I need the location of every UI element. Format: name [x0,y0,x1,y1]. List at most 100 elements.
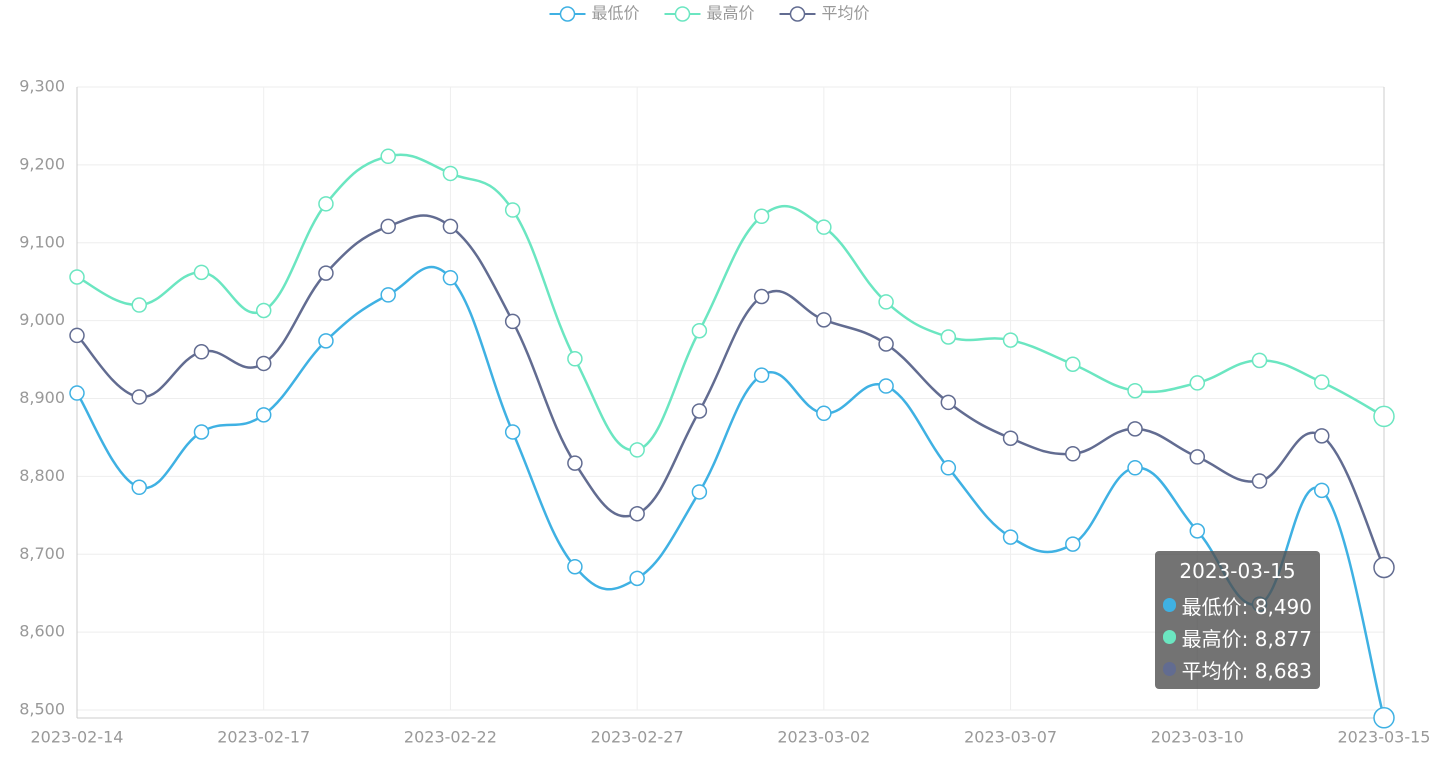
point [131,297,147,313]
point [442,218,459,235]
point [380,148,396,165]
legend-symbol [559,6,576,22]
point [629,570,645,587]
y-tick-label: 8,800 [19,466,65,485]
point [255,302,272,319]
y-tick-label: 9,200 [19,154,65,173]
point [131,389,147,405]
point [255,355,272,372]
y-tick-label: 9,100 [19,232,65,251]
legend-symbol [674,6,691,22]
point [318,196,334,212]
point [318,333,334,349]
point [380,287,396,303]
point [878,294,894,310]
point [504,424,521,440]
point [753,367,770,383]
point [255,407,272,423]
point [691,484,708,500]
tooltip-marker [1163,598,1176,612]
point [131,479,147,496]
point [753,208,770,225]
x-tick-label: 2023-02-27 [591,728,684,747]
tooltip-item: 最低价: 8,490 [1181,594,1312,619]
point [816,405,832,422]
point [567,455,583,471]
point [1314,428,1330,444]
x-tick-label: 2023-03-15 [1338,728,1431,747]
point [193,264,210,281]
point [504,202,521,218]
tooltip: 2023-03-15 最低价: 8,490 最高价: 8,877 平均价: 8,68… [1155,551,1320,689]
y-tick-label: 8,500 [19,700,65,719]
y-tick-label: 9,300 [19,77,65,96]
tooltip-row: 最低价: 8,490 [1163,589,1312,621]
point [1002,529,1019,545]
legend-label: 平均价 [822,4,870,23]
y-tick-label: 8,900 [19,388,65,407]
point [940,460,957,476]
x-tick-label: 2023-03-02 [777,728,870,747]
x-tick-label: 2023-02-14 [31,728,124,747]
point [940,394,957,411]
point [1189,375,1206,391]
point [1002,430,1019,446]
point [69,385,85,401]
tooltip-row: 最高价: 8,877 [1163,621,1312,653]
point [1251,473,1268,489]
point [318,265,334,281]
legend-symbol [789,6,806,22]
point [1002,332,1019,348]
point [1373,556,1395,579]
point [1189,523,1206,539]
point [691,403,708,419]
point [1127,382,1143,399]
point [504,313,521,330]
legend-label: 最低价 [592,4,640,23]
point [691,322,708,339]
point [1065,536,1081,552]
legend-label: 最高价 [707,4,755,23]
point [567,558,583,575]
y-tick-label: 8,700 [19,544,65,563]
tooltip-marker [1163,662,1176,676]
y-tick-label: 8,600 [19,622,65,641]
point [1189,449,1206,465]
point [1065,446,1081,462]
point [1373,405,1395,428]
point [1314,482,1330,499]
point [1251,352,1268,369]
x-tick-label: 2023-03-07 [964,728,1057,747]
tooltip-item: 平均价: 8,683 [1181,658,1312,683]
point [878,336,894,352]
point [753,288,770,305]
point [193,424,210,440]
point [878,378,894,394]
point [380,218,396,235]
point [193,344,210,360]
point [940,329,957,345]
x-tick-label: 2023-02-17 [217,728,310,747]
x-tick-label: 2023-03-10 [1151,728,1244,747]
point [629,506,645,522]
point [442,165,459,182]
point [816,312,832,328]
x-tick-label: 2023-02-22 [404,728,497,747]
point [567,351,583,367]
point [629,442,645,458]
point [816,219,832,235]
tooltip-item: 最高价: 8,877 [1181,626,1312,651]
tooltip-title: 2023-03-15 [1179,559,1296,583]
point [1065,356,1081,372]
point [442,270,459,286]
point [69,269,85,285]
y-tick-label: 9,000 [19,310,65,329]
tooltip-marker [1163,630,1176,644]
series-line [76,214,1386,569]
point [1314,374,1330,390]
point [1127,460,1143,476]
point [69,327,85,344]
tooltip-row: 平均价: 8,683 [1163,653,1312,685]
point [1127,421,1143,437]
